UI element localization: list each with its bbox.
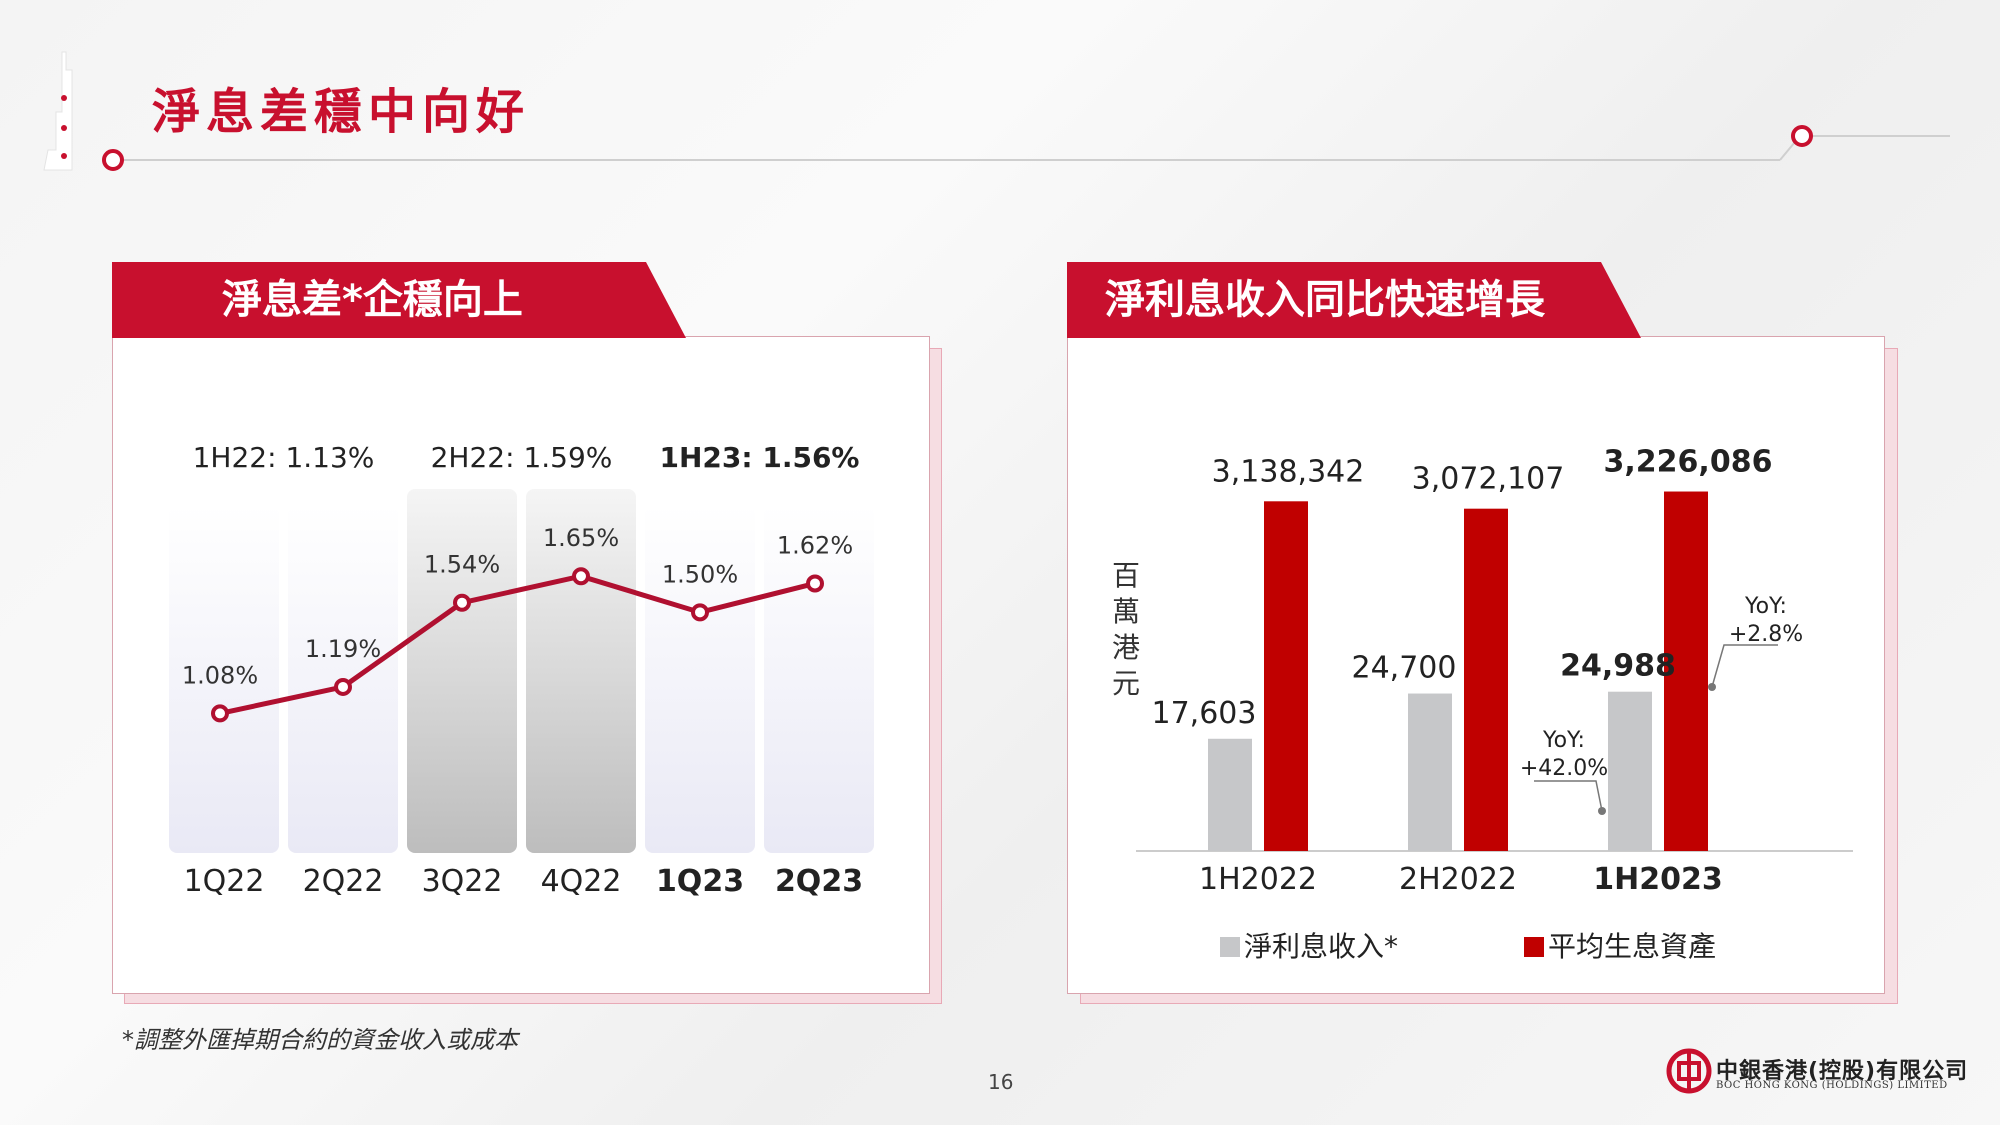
yoy-annotation: YoY: bbox=[1542, 728, 1585, 753]
legend-label-nii: 淨利息收入* bbox=[1244, 930, 1398, 963]
half-year-label: 1H23: 1.56% bbox=[660, 441, 860, 474]
x-tick-label: 2Q23 bbox=[775, 864, 863, 899]
nim-line-chart: 1Q22 2Q22 3Q22 4Q22 1Q23 2Q23 1H22: 1.13% 2H22:… bbox=[169, 441, 874, 899]
average-earning-assets-bar bbox=[1664, 491, 1708, 851]
y-axis-label-char: 港 bbox=[1112, 631, 1140, 664]
header-ring-left-icon bbox=[102, 149, 124, 171]
x-tick-label: 1H2022 bbox=[1199, 862, 1317, 897]
x-tick-label: 1Q22 bbox=[184, 864, 265, 899]
yoy-annotation: +2.8% bbox=[1729, 622, 1803, 647]
yoy-annotation: YoY: bbox=[1744, 594, 1787, 619]
y-axis-label-char: 元 bbox=[1112, 667, 1140, 700]
yoy-annotation: +42.0% bbox=[1520, 756, 1608, 781]
right-panel: 百萬港元 17,603 3,138,342 1H2022 24,700 3,072,107… bbox=[1067, 336, 1885, 994]
yoy-leader-dot bbox=[1598, 807, 1606, 815]
quarter-column bbox=[169, 505, 279, 853]
nim-data-label: 1.54% bbox=[424, 551, 500, 579]
boc-logo-icon bbox=[1666, 1048, 1712, 1094]
nim-data-label: 1.50% bbox=[662, 560, 738, 588]
yoy-leader-line bbox=[1711, 644, 1778, 688]
legend-swatch-nii bbox=[1220, 937, 1240, 957]
half-year-label: 1H22: 1.13% bbox=[193, 441, 375, 474]
half-year-label: 2H22: 1.59% bbox=[431, 441, 613, 474]
building-logo-icon bbox=[43, 51, 73, 171]
y-axis-label-char: 萬 bbox=[1112, 595, 1140, 628]
page-title: 淨息差穩中向好 bbox=[152, 84, 531, 140]
header-ring-right-icon bbox=[1791, 125, 1813, 147]
x-tick-label: 1H2023 bbox=[1593, 862, 1722, 897]
company-name-cn: 中銀香港(控股)有限公司 bbox=[1716, 1059, 1969, 1084]
nim-data-label: 1.65% bbox=[543, 524, 619, 552]
left-panel: 1Q22 2Q22 3Q22 4Q22 1Q23 2Q23 1H22: 1.13% 2H22:… bbox=[112, 336, 930, 994]
assets-value-label: 3,138,342 bbox=[1212, 454, 1365, 489]
assets-value-label: 3,072,107 bbox=[1412, 462, 1565, 497]
nim-data-label: 1.62% bbox=[777, 531, 853, 559]
quarter-column bbox=[764, 505, 874, 853]
yoy-leader-dot bbox=[1708, 683, 1716, 691]
nii-value-label: 24,700 bbox=[1352, 651, 1457, 686]
x-tick-label: 3Q22 bbox=[422, 864, 503, 899]
legend-swatch-assets bbox=[1524, 937, 1544, 957]
nim-data-point bbox=[806, 574, 824, 593]
header-decoration bbox=[43, 51, 1950, 171]
x-tick-label: 2Q22 bbox=[303, 864, 384, 899]
nii-value-label: 24,988 bbox=[1560, 649, 1676, 684]
nii-bar bbox=[1608, 691, 1652, 851]
nii-value-label: 17,603 bbox=[1152, 696, 1257, 731]
page-number: 16 bbox=[988, 1070, 1014, 1094]
right-panel-title: 淨利息收入同比快速增長 bbox=[1105, 277, 1545, 323]
nim-data-point bbox=[211, 704, 229, 723]
nim-data-point bbox=[572, 567, 590, 586]
legend-label-assets: 平均生息資產 bbox=[1548, 930, 1716, 963]
nii-bar bbox=[1208, 738, 1252, 851]
assets-value-label: 3,226,086 bbox=[1604, 445, 1773, 480]
left-panel-header: 淨息差*企穩向上 bbox=[112, 262, 686, 338]
yoy-leader-line bbox=[1534, 780, 1603, 812]
x-tick-label: 2H2022 bbox=[1399, 862, 1517, 897]
average-earning-assets-bar bbox=[1464, 508, 1508, 851]
nii-bar bbox=[1408, 693, 1452, 851]
nim-series-line bbox=[219, 573, 816, 716]
average-earning-assets-bar bbox=[1264, 501, 1308, 851]
company-name-en: BOC HONG KONG (HOLDINGS) LIMITED bbox=[1716, 1080, 1948, 1091]
nim-data-label: 1.19% bbox=[305, 635, 381, 663]
nim-data-label: 1.08% bbox=[182, 661, 258, 689]
y-axis-label-char: 百 bbox=[1112, 559, 1140, 592]
quarter-column bbox=[407, 489, 517, 853]
nim-data-point bbox=[691, 603, 709, 622]
x-tick-label: 4Q22 bbox=[541, 864, 622, 899]
nim-data-point bbox=[453, 593, 471, 612]
quarter-column bbox=[645, 505, 755, 853]
x-tick-label: 1Q23 bbox=[656, 864, 744, 899]
nim-data-point bbox=[334, 677, 352, 696]
left-panel-title: 淨息差*企穩向上 bbox=[222, 277, 523, 323]
right-panel-header: 淨利息收入同比快速增長 bbox=[1067, 262, 1641, 338]
footnote: *調整外匯掉期合約的資金收入或成本 bbox=[122, 1026, 518, 1054]
